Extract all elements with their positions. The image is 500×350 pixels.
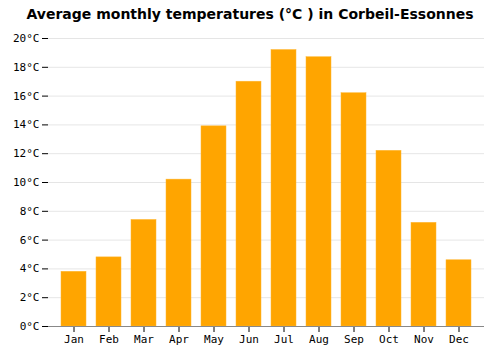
svg-text:Sep: Sep xyxy=(344,333,364,346)
svg-text:Oct: Oct xyxy=(379,333,399,346)
svg-text:Dec: Dec xyxy=(449,333,469,346)
svg-text:Jan: Jan xyxy=(64,333,84,346)
svg-text:12°C: 12°C xyxy=(13,147,40,160)
svg-text:0°C: 0°C xyxy=(20,320,40,333)
svg-text:May: May xyxy=(204,333,224,346)
svg-text:Aug: Aug xyxy=(309,333,329,346)
svg-text:Feb: Feb xyxy=(99,333,119,346)
svg-text:Jul: Jul xyxy=(274,333,294,346)
html-text:Average monthly temperatures (: Average monthly temperatures (°C ) in Co… xyxy=(26,6,474,22)
svg-text:4°C: 4°C xyxy=(20,262,40,275)
svg-text:Apr: Apr xyxy=(169,333,189,346)
svg-text:Jun: Jun xyxy=(239,333,259,346)
svg-text:20°C: 20°C xyxy=(13,32,40,45)
svg-text:6°C: 6°C xyxy=(20,234,40,247)
svg-text:8°C: 8°C xyxy=(20,205,40,218)
svg-text:2°C: 2°C xyxy=(20,291,40,304)
svg-text:Mar: Mar xyxy=(134,333,154,346)
svg-text:14°C: 14°C xyxy=(13,118,40,131)
svg-text:18°C: 18°C xyxy=(13,61,40,74)
svg-text:10°C: 10°C xyxy=(13,176,40,189)
svg-text:16°C: 16°C xyxy=(13,90,40,103)
svg-text:Nov: Nov xyxy=(414,333,434,346)
